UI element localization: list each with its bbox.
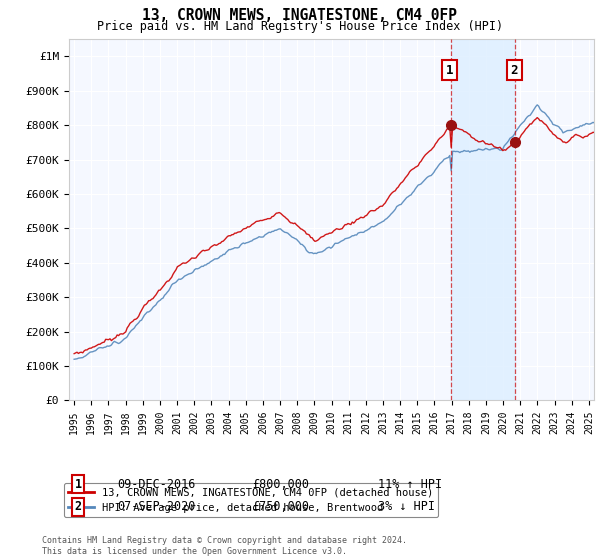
Text: 3% ↓ HPI: 3% ↓ HPI [378, 500, 435, 514]
Text: 2: 2 [74, 500, 82, 514]
Text: 07-SEP-2020: 07-SEP-2020 [117, 500, 196, 514]
Text: 11% ↑ HPI: 11% ↑ HPI [378, 478, 442, 491]
Text: £750,000: £750,000 [252, 500, 309, 514]
Text: Contains HM Land Registry data © Crown copyright and database right 2024.
This d: Contains HM Land Registry data © Crown c… [42, 536, 407, 556]
Bar [451, 39, 515, 400]
Text: £800,000: £800,000 [252, 478, 309, 491]
Legend: 13, CROWN MEWS, INGATESTONE, CM4 0FP (detached house), HPI: Average price, detac: 13, CROWN MEWS, INGATESTONE, CM4 0FP (de… [64, 483, 437, 517]
Text: 1: 1 [446, 64, 454, 77]
Text: 2: 2 [510, 64, 518, 77]
Text: 09-DEC-2016: 09-DEC-2016 [117, 478, 196, 491]
Text: 13, CROWN MEWS, INGATESTONE, CM4 0FP: 13, CROWN MEWS, INGATESTONE, CM4 0FP [143, 8, 458, 24]
Text: 1: 1 [74, 478, 82, 491]
Text: Price paid vs. HM Land Registry's House Price Index (HPI): Price paid vs. HM Land Registry's House … [97, 20, 503, 32]
